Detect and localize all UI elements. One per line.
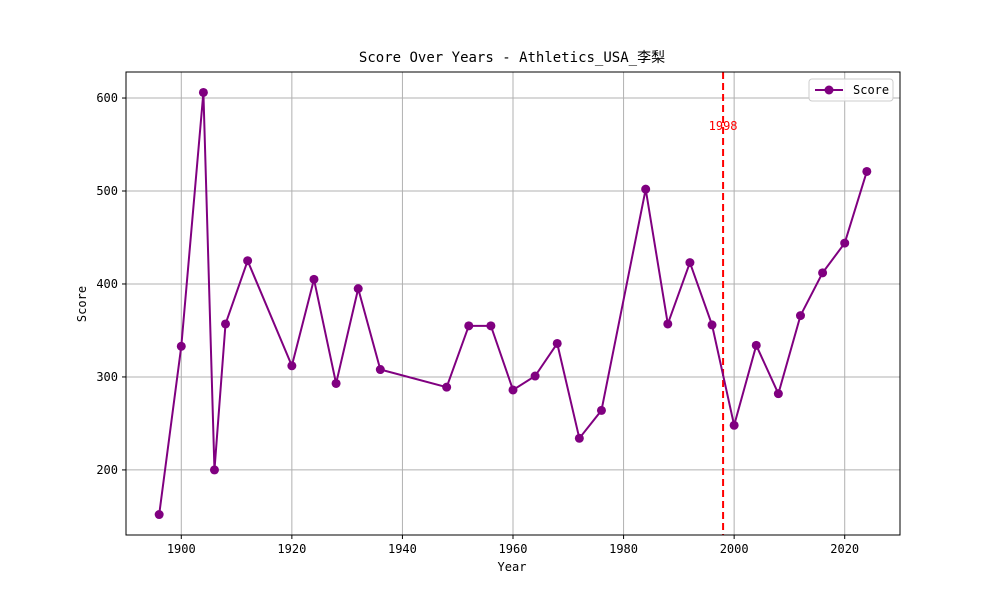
chart-title: Score Over Years - Athletics_USA_李梨 bbox=[359, 50, 665, 66]
data-point bbox=[596, 405, 606, 415]
data-point bbox=[331, 378, 341, 388]
data-point bbox=[574, 433, 584, 443]
y-tick-label: 600 bbox=[96, 91, 118, 105]
data-point bbox=[795, 311, 805, 321]
data-point bbox=[685, 258, 695, 268]
data-point bbox=[773, 389, 783, 399]
data-point bbox=[818, 268, 828, 278]
data-point bbox=[552, 338, 562, 348]
data-point bbox=[209, 465, 219, 475]
data-point bbox=[508, 385, 518, 395]
legend-box bbox=[808, 78, 894, 102]
x-tick-label: 1960 bbox=[499, 542, 528, 556]
y-tick-label: 200 bbox=[96, 463, 118, 477]
x-tick-label: 2000 bbox=[720, 542, 749, 556]
data-point bbox=[707, 320, 717, 330]
annotations: 1998 bbox=[709, 72, 738, 535]
data-point bbox=[442, 382, 452, 392]
data-point bbox=[840, 238, 850, 248]
x-tick-label: 2020 bbox=[830, 542, 859, 556]
data-point bbox=[751, 340, 761, 350]
data-point bbox=[530, 371, 540, 381]
data-point bbox=[353, 284, 363, 294]
data-point bbox=[198, 87, 208, 97]
x-tick-label: 1980 bbox=[609, 542, 638, 556]
series-layer bbox=[154, 87, 872, 520]
x-tick-label: 1920 bbox=[277, 542, 306, 556]
data-point bbox=[729, 420, 739, 430]
data-point bbox=[243, 256, 253, 266]
legend: Score bbox=[808, 78, 894, 102]
data-point bbox=[154, 510, 164, 520]
y-axis-label: Score bbox=[75, 286, 89, 322]
data-point bbox=[641, 184, 651, 194]
x-axis-ticks: 1900 1920 1940 1960 1980 2000 2020 bbox=[167, 535, 859, 556]
data-point bbox=[287, 361, 297, 371]
y-tick-label: 300 bbox=[96, 370, 118, 384]
data-point bbox=[464, 321, 474, 331]
x-tick-label: 1900 bbox=[167, 542, 196, 556]
x-axis-label: Year bbox=[498, 560, 527, 574]
y-axis-ticks: 200 300 400 500 600 bbox=[96, 91, 126, 477]
x-tick-label: 1940 bbox=[388, 542, 417, 556]
data-point bbox=[663, 319, 673, 329]
series-line-score bbox=[158, 92, 868, 515]
reference-vline-label: 1998 bbox=[709, 119, 738, 133]
data-point bbox=[176, 341, 186, 351]
data-point bbox=[486, 321, 496, 331]
y-tick-label: 400 bbox=[96, 277, 118, 291]
legend-marker bbox=[824, 85, 834, 95]
legend-label: Score bbox=[853, 83, 889, 97]
data-point bbox=[862, 166, 872, 176]
data-point bbox=[375, 365, 385, 375]
data-point bbox=[309, 274, 319, 284]
data-point bbox=[221, 319, 231, 329]
y-tick-label: 500 bbox=[96, 184, 118, 198]
grid bbox=[126, 72, 900, 535]
